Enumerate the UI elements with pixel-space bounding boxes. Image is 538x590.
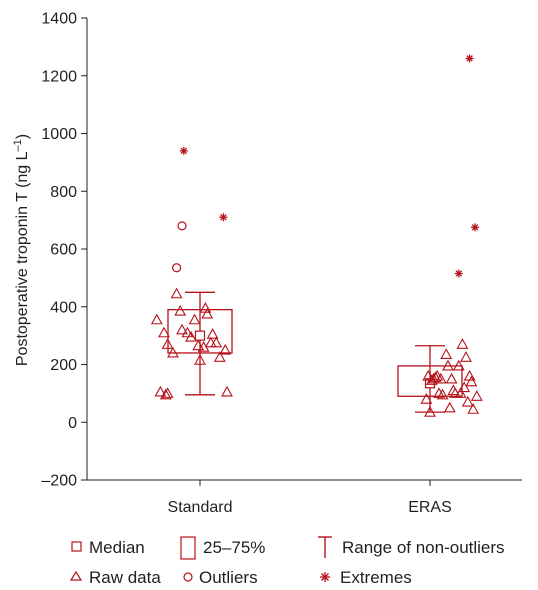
outlier-point [177,221,187,231]
legend-raw-label: Raw data [89,568,161,587]
raw-data-point [161,387,174,398]
y-tick-label: 0 [68,415,77,432]
raw-data-point [442,359,454,371]
iqr-box [167,308,233,354]
legend-raw-marker [69,570,83,581]
raw-data-point [420,393,433,404]
raw-data-point [429,371,442,383]
legend-extreme-label: Extremes [340,568,412,587]
points [150,54,483,417]
y-tick-label: 800 [50,184,77,201]
raw-data-point [176,323,188,335]
raw-data-point [458,381,471,393]
extreme-point [219,213,228,222]
legend-median-marker [71,541,82,552]
raw-data-point [201,307,214,319]
raw-data-point [174,304,187,316]
raw-data-point [210,336,223,348]
outlier-point [172,263,182,273]
iqr-box [397,365,463,397]
raw-data-point [221,385,233,397]
legend-box-marker [180,536,196,560]
raw-data-point [424,406,436,417]
y-axis-title: Postoperative troponin T (ng L–1) [12,134,31,366]
y-tick-label: 1000 [41,126,77,143]
median-marker [194,330,206,341]
axes [86,18,522,481]
y-ticks: –200 0 200 400 600 800 1000 1200 1400 [41,11,87,490]
raw-data-point [192,339,205,351]
raw-data-point [422,369,435,381]
y-axis-title-sup: –1 [12,139,24,151]
raw-data-point [199,302,212,313]
y-tick-label: 400 [50,299,77,316]
raw-data-point [150,313,163,325]
raw-data-point [460,351,472,362]
raw-data-point [154,385,167,397]
legend-whisker-label: Range of non-outliers [342,538,505,557]
x-ticks: Standard ERAS [168,480,452,516]
raw-data-point [158,326,170,338]
raw-data-point [219,343,232,355]
boxes [167,291,463,413]
legend-extreme-marker [320,572,330,582]
raw-data-point [161,338,174,349]
raw-data-point [452,359,465,371]
y-axis-title-main: Postoperative troponin T (ng L [14,151,31,366]
x-tick-label: Standard [168,499,233,516]
legend-whisker-marker [318,536,332,558]
legend-box-label: 25–75% [203,538,265,557]
raw-data-point [465,375,478,387]
extreme-point [471,223,479,232]
raw-data-point [443,401,456,413]
raw-data-point [427,372,440,384]
legend: Median 25–75% Range of non-outliers Raw … [69,536,505,587]
legend-outlier-marker [183,572,193,582]
raw-data-point [440,348,453,359]
raw-data-point [434,372,447,384]
y-tick-label: 200 [50,357,77,374]
raw-data-point [188,313,201,325]
y-tick-label: 1200 [41,68,77,85]
raw-data-point [167,346,179,358]
raw-data-point [467,403,480,414]
raw-data-point [185,330,197,342]
raw-data-point [213,351,226,362]
legend-median-label: Median [89,538,145,557]
raw-data-point [454,387,467,398]
raw-data-point [159,388,172,400]
raw-data-point [447,384,460,396]
y-tick-label: 600 [50,242,77,259]
raw-data-point [194,354,206,365]
raw-data-point [445,372,458,384]
raw-data-point [461,395,474,407]
extreme-point [454,269,463,278]
raw-data-point [463,369,476,381]
y-axis-title-close: ) [14,134,31,139]
raw-data-point [206,328,219,339]
raw-data-point [470,390,483,401]
extreme-point [179,146,188,155]
legend-outlier-label: Outliers [199,568,258,587]
y-tick-label: 1400 [41,11,77,28]
raw-data-point [456,338,469,349]
raw-data-point [181,326,194,338]
raw-data-point [170,287,183,299]
raw-data-point [436,388,449,400]
x-tick-label: ERAS [408,499,452,516]
y-tick-label: –200 [41,473,77,490]
extreme-point [465,54,474,63]
